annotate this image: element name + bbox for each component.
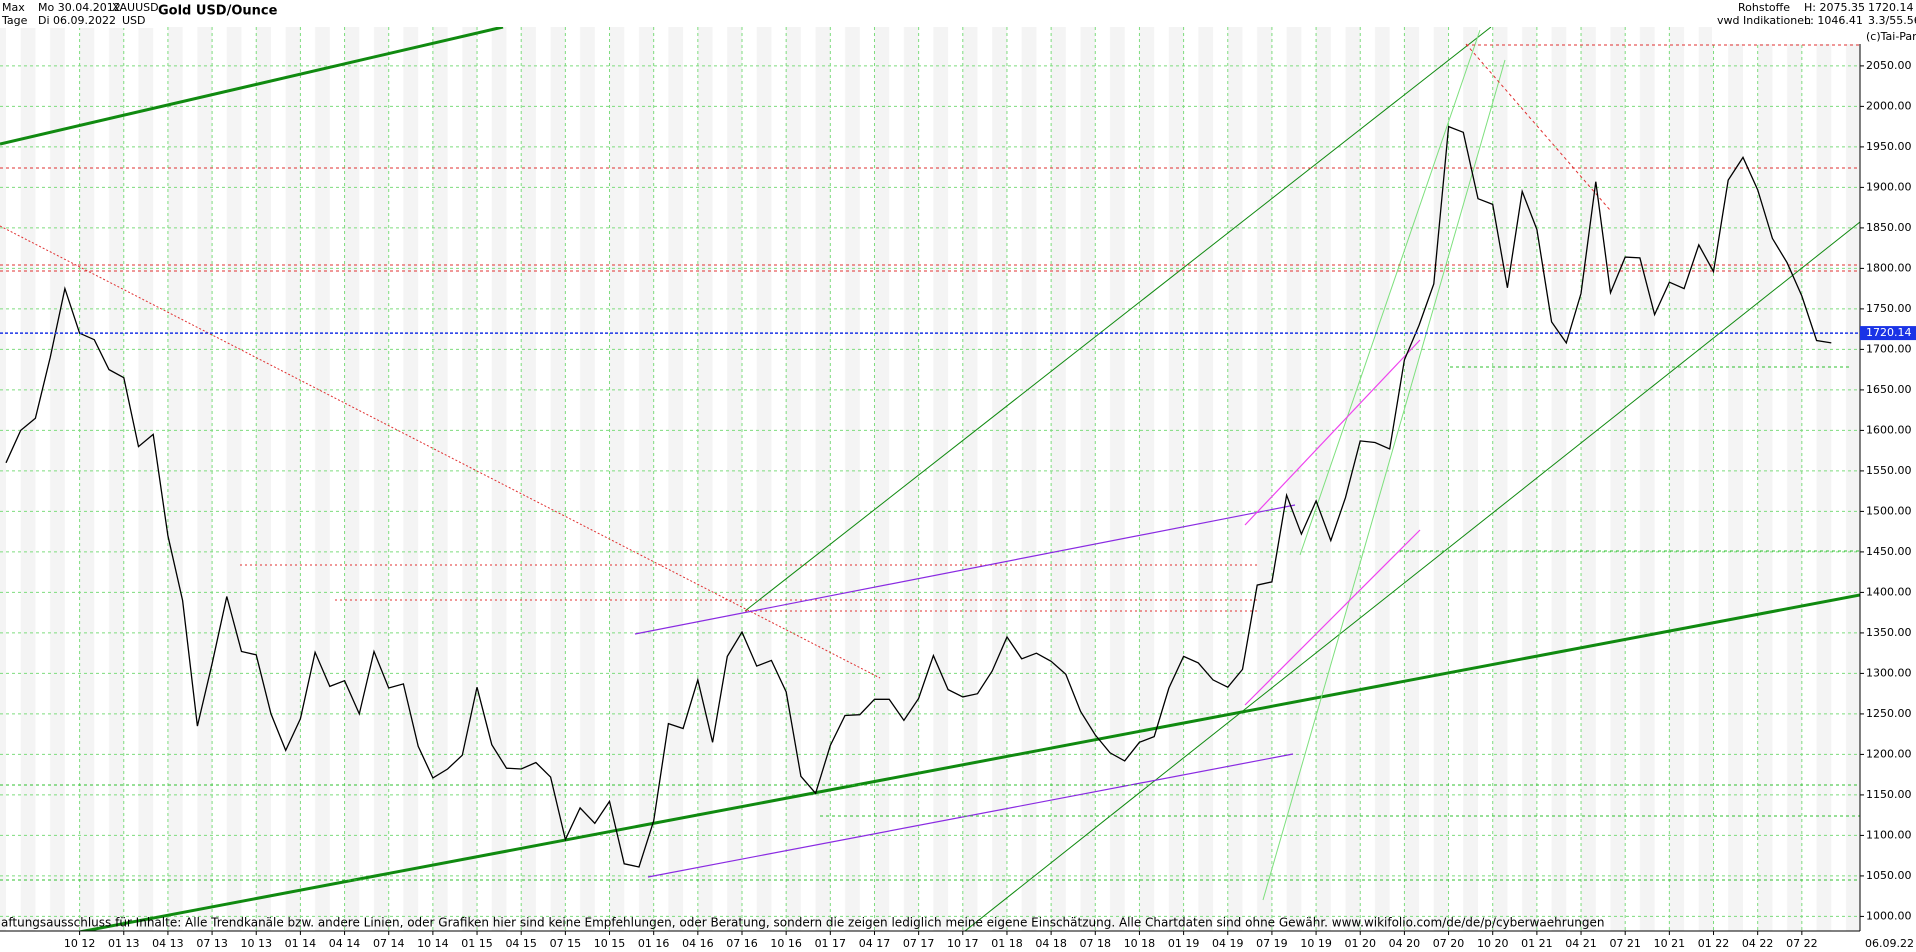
y-tick-label: 1050.00 bbox=[1866, 869, 1912, 882]
trend-line bbox=[1262, 59, 1506, 901]
x-tick-label: 10 21 bbox=[1654, 937, 1686, 950]
y-tick-label: 1650.00 bbox=[1866, 383, 1912, 396]
current-price-label: 1720.14 bbox=[1866, 326, 1912, 339]
currency: USD bbox=[122, 14, 146, 27]
y-tick-label: 1200.00 bbox=[1866, 747, 1912, 760]
ratio: 3.3/55.56 bbox=[1868, 14, 1916, 27]
x-tick-label: 04 13 bbox=[152, 937, 184, 950]
y-tick-label: 2000.00 bbox=[1866, 99, 1912, 112]
to-date: Di 06.09.2022 bbox=[38, 14, 116, 27]
x-tick-label: 04 17 bbox=[859, 937, 891, 950]
symbol: XAUUSD bbox=[112, 1, 159, 14]
y-tick-label: 1850.00 bbox=[1866, 221, 1912, 234]
y-tick-label: 2050.00 bbox=[1866, 59, 1912, 72]
trend-line bbox=[0, 225, 881, 679]
x-tick-label: 01 13 bbox=[108, 937, 140, 950]
chart-title: Gold USD/Ounce bbox=[158, 4, 278, 19]
y-tick-label: 1700.00 bbox=[1866, 342, 1912, 355]
y-tick-label: 1800.00 bbox=[1866, 261, 1912, 274]
current-price-box bbox=[1860, 326, 1916, 341]
trend-line bbox=[744, 27, 1492, 612]
low: L: 1046.41 bbox=[1804, 14, 1863, 27]
last: 1720.14 bbox=[1868, 1, 1914, 14]
x-tick-label: 01 20 bbox=[1344, 937, 1376, 950]
price-series bbox=[0, 125, 1860, 868]
trend-line bbox=[1465, 43, 1611, 211]
x-tick-label: 07 13 bbox=[196, 937, 228, 950]
y-tick-label: 1150.00 bbox=[1866, 788, 1912, 801]
x-tick-label: 10 18 bbox=[1124, 937, 1156, 950]
trend-line bbox=[0, 27, 504, 146]
x-tick-label: 07 16 bbox=[726, 937, 758, 950]
x-tick-label: 10 14 bbox=[417, 937, 449, 950]
x-tick-label: 10 19 bbox=[1300, 937, 1332, 950]
price-line bbox=[5, 125, 1832, 868]
x-tick-label: 10 13 bbox=[240, 937, 272, 950]
y-tick-label: 1250.00 bbox=[1866, 707, 1912, 720]
x-tick-label: 04 19 bbox=[1212, 937, 1244, 950]
header-box bbox=[0, 0, 160, 28]
x-tick-label: 10 15 bbox=[594, 937, 626, 950]
x-tick-label: 01 21 bbox=[1521, 937, 1553, 950]
x-tick-label: 01 14 bbox=[285, 937, 317, 950]
x-tick-label: 07 17 bbox=[903, 937, 935, 950]
copyright: (c)Tai-Pan bbox=[1866, 30, 1916, 43]
y-tick-label: 1100.00 bbox=[1866, 828, 1912, 841]
x-tick-label: 04 21 bbox=[1565, 937, 1597, 950]
info-box bbox=[1712, 0, 1916, 44]
x-tick-label: 04 14 bbox=[329, 937, 361, 950]
x-tick-label: 01 17 bbox=[815, 937, 847, 950]
disclaimer: Haftungsausschluss für Inhalte: Alle Tre… bbox=[0, 916, 1605, 930]
x-tick-label: 01 16 bbox=[638, 937, 670, 950]
high: H: 2075.35 bbox=[1804, 1, 1865, 14]
x-tick-label: 01 19 bbox=[1168, 937, 1200, 950]
x-tick-label: 07 15 bbox=[550, 937, 582, 950]
period: Max bbox=[2, 1, 25, 14]
x-tick-label: 10 20 bbox=[1477, 937, 1509, 950]
trend-line bbox=[1244, 529, 1421, 706]
plot-background bbox=[0, 27, 1860, 931]
x-tick-label: 04 18 bbox=[1035, 937, 1067, 950]
trend-line bbox=[1299, 29, 1481, 556]
y-tick-label: 1350.00 bbox=[1866, 626, 1912, 639]
y-tick-label: 1400.00 bbox=[1866, 585, 1912, 598]
y-tick-label: 1600.00 bbox=[1866, 423, 1912, 436]
y-tick-label: 1900.00 bbox=[1866, 180, 1912, 193]
x-tick-label: 01 18 bbox=[991, 937, 1023, 950]
trend-line bbox=[964, 221, 1860, 931]
y-tick-label: 1000.00 bbox=[1866, 909, 1912, 922]
x-tick-label: 07 21 bbox=[1609, 937, 1641, 950]
x-tick-label: 01 15 bbox=[461, 937, 493, 950]
x-tick-label: 10 16 bbox=[770, 937, 802, 950]
x-tick-label: 07 14 bbox=[373, 937, 405, 950]
from-date: Mo 30.04.2012 bbox=[38, 1, 121, 14]
group: Rohstoffe bbox=[1738, 1, 1790, 14]
x-tick-label: 04 15 bbox=[505, 937, 537, 950]
x-tick-label: 07 22 bbox=[1786, 937, 1818, 950]
x-tick-label: 07 20 bbox=[1433, 937, 1465, 950]
y-tick-label: 1500.00 bbox=[1866, 504, 1912, 517]
trend-lines bbox=[0, 27, 1860, 931]
x-tick-label: 04 16 bbox=[682, 937, 714, 950]
interval: Tage bbox=[1, 14, 28, 27]
y-tick-label: 1950.00 bbox=[1866, 140, 1912, 153]
x-tick-label: 04 22 bbox=[1742, 937, 1774, 950]
x-end-label: 06.09.22 bbox=[1865, 937, 1914, 950]
y-tick-label: 1550.00 bbox=[1866, 464, 1912, 477]
axes: 1000.00 1050.00 1100.00 1150.00 1200.00 1250.… bbox=[64, 59, 1916, 950]
x-tick-label: 10 17 bbox=[947, 937, 979, 950]
x-tick-label: 04 20 bbox=[1389, 937, 1421, 950]
x-tick-label: 01 22 bbox=[1698, 937, 1730, 950]
trend-line bbox=[1244, 339, 1421, 526]
trend-line bbox=[634, 504, 1296, 635]
y-tick-label: 1300.00 bbox=[1866, 666, 1912, 679]
x-tick-label: 07 18 bbox=[1080, 937, 1112, 950]
trend-line bbox=[76, 593, 1860, 931]
x-tick-label: 07 19 bbox=[1256, 937, 1288, 950]
y-tick-label: 1450.00 bbox=[1866, 545, 1912, 558]
y-tick-label: 1750.00 bbox=[1866, 302, 1912, 315]
source: vwd Indikationen bbox=[1717, 14, 1811, 27]
x-tick-label: 10 12 bbox=[64, 937, 96, 950]
